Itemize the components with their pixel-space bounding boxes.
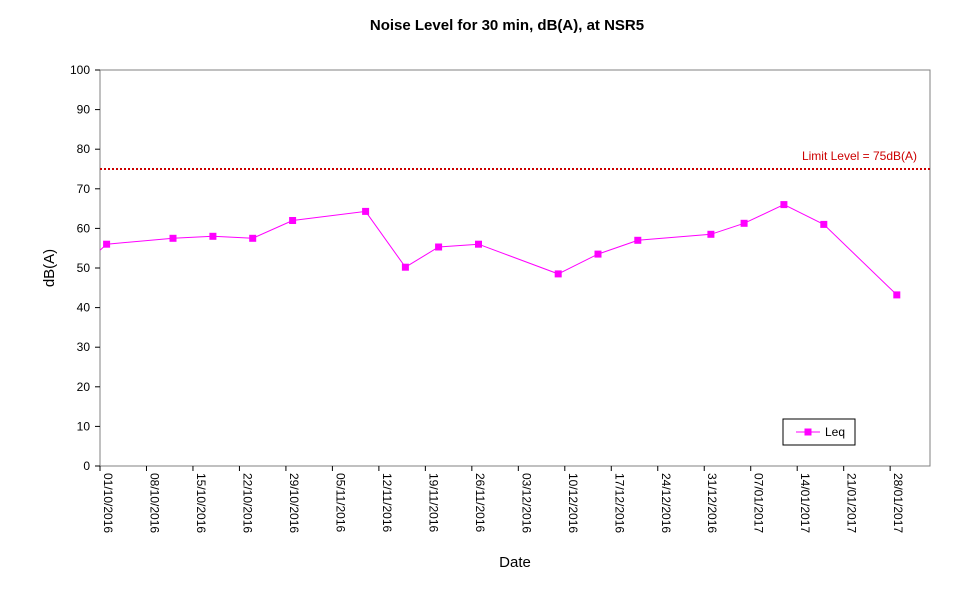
x-axis: 01/10/2016 08/10/2016 15/10/2016 22/10/2016… [99, 466, 905, 533]
y-tick-label: 20 [77, 380, 91, 394]
x-tick-label: 21/01/2017 [845, 473, 859, 533]
data-point [249, 234, 257, 242]
x-tick-label: 03/12/2016 [519, 473, 533, 533]
limit-label: Limit Level = 75dB(A) [802, 149, 917, 163]
data-point [780, 201, 788, 209]
y-tick-label: 40 [77, 301, 91, 315]
x-tick-label: 19/11/2016 [426, 473, 440, 532]
x-tick-label: 10/12/2016 [566, 473, 580, 533]
y-tick-label: 80 [77, 142, 91, 156]
data-point [707, 230, 715, 238]
x-tick-label: 17/12/2016 [612, 473, 626, 533]
y-tick-label: 60 [77, 221, 91, 235]
x-tick-label: 05/11/2016 [333, 473, 347, 532]
y-tick-label: 30 [77, 340, 91, 354]
data-point [554, 270, 562, 278]
data-point [893, 291, 901, 299]
data-point [289, 217, 297, 224]
data-point [435, 243, 443, 251]
data-point [594, 250, 602, 258]
legend: Leq [782, 418, 856, 446]
x-tick-label: 26/11/2016 [473, 473, 487, 532]
series-line [99, 204, 898, 296]
data-point [634, 236, 642, 244]
y-tick-label: 70 [77, 182, 91, 196]
legend-entry-leq: Leq [825, 425, 845, 439]
data-point [103, 240, 111, 248]
data-point [362, 207, 370, 215]
x-tick-label: 07/01/2017 [752, 473, 766, 533]
y-tick-label: 10 [77, 419, 91, 433]
x-tick-label: 01/10/2016 [101, 473, 115, 533]
x-tick-label: 12/11/2016 [380, 473, 394, 532]
y-axis-label: dB(A) [41, 249, 58, 287]
y-tick-label: 90 [77, 103, 91, 117]
y-tick-label: 50 [77, 261, 91, 275]
x-tick-label: 08/10/2016 [147, 473, 161, 533]
x-tick-label: 22/10/2016 [240, 473, 254, 533]
data-point [209, 232, 217, 240]
plot-area [99, 69, 931, 467]
y-tick-label: 100 [70, 63, 90, 77]
legend-marker [804, 428, 812, 436]
x-tick-label: 28/01/2017 [891, 473, 905, 533]
data-point [820, 220, 828, 228]
chart-title: Noise Level for 30 min, dB(A), at NSR5 [370, 17, 644, 34]
data-point [740, 219, 748, 227]
x-tick-label: 24/12/2016 [659, 473, 673, 533]
y-tick-label: 0 [83, 459, 90, 473]
x-axis-label: Date [499, 554, 531, 571]
x-tick-label: 29/10/2016 [287, 473, 301, 533]
data-point [401, 263, 409, 271]
data-point [169, 234, 177, 242]
y-axis: 0 10 20 30 40 50 60 70 80 90 100 [70, 63, 100, 473]
series-leq [99, 201, 901, 299]
x-tick-label: 31/12/2016 [705, 473, 719, 533]
x-tick-label: 14/01/2017 [798, 473, 812, 533]
data-point [475, 240, 482, 248]
x-tick-label: 15/10/2016 [194, 473, 208, 533]
